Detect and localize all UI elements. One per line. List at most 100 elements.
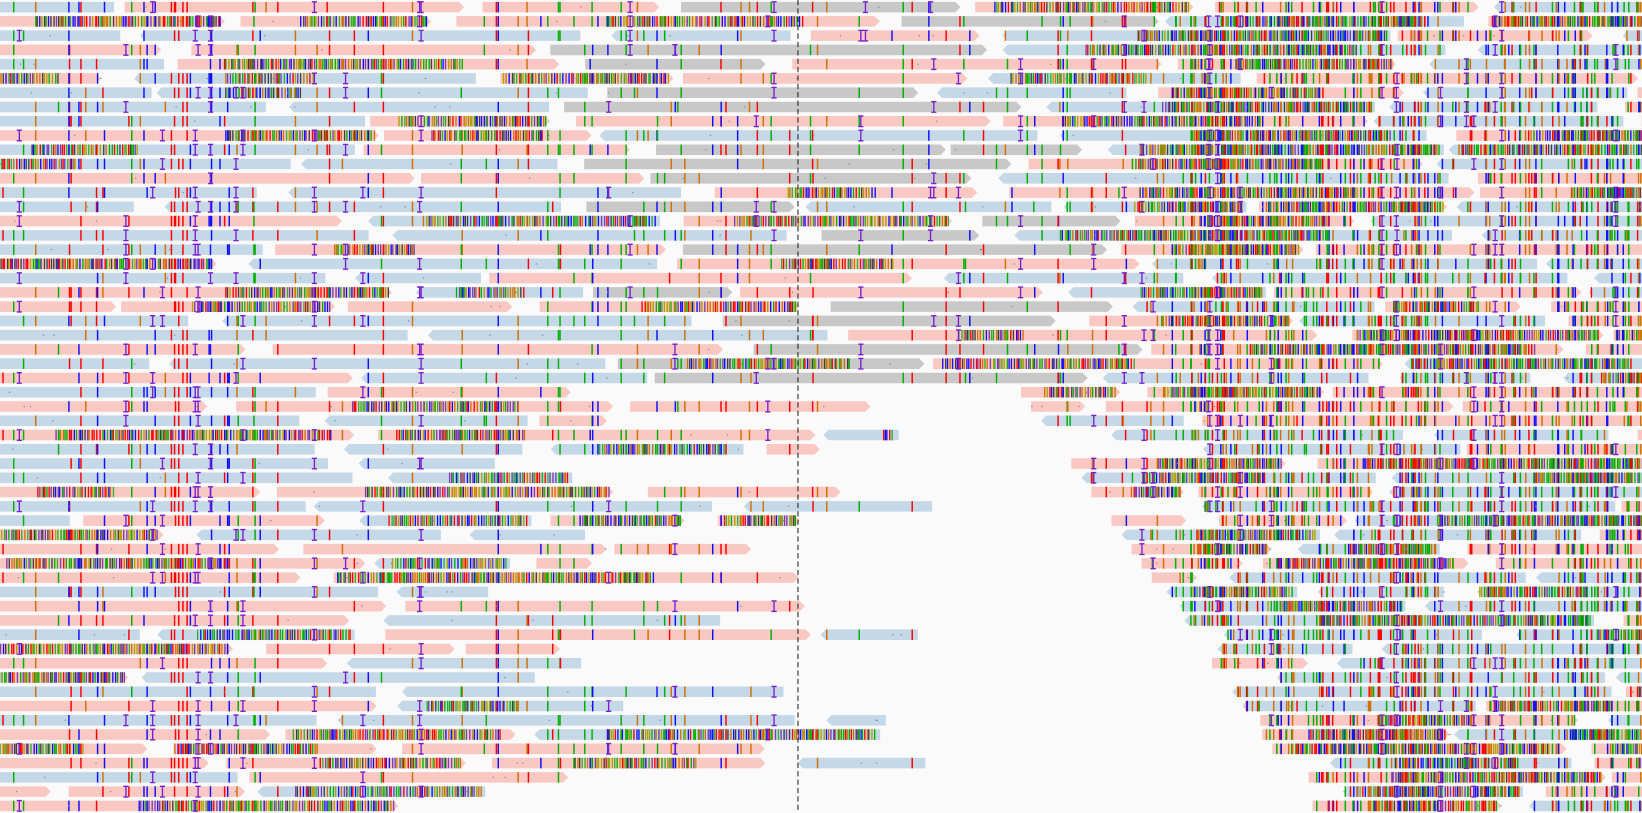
mismatch (1062, 101, 1064, 113)
mismatch-block (1121, 115, 1123, 127)
mismatch (1476, 73, 1479, 84)
base-dot (1156, 6, 1158, 8)
mismatch-block (642, 215, 644, 227)
mismatch (1360, 16, 1362, 27)
mismatch-block (48, 73, 50, 84)
mismatch-block (1236, 187, 1238, 198)
mismatch (178, 215, 180, 227)
mismatch-block (1283, 44, 1285, 56)
mismatch-block (1318, 187, 1321, 198)
mismatch (1591, 73, 1593, 84)
mismatch-block (1087, 44, 1089, 56)
mismatch-block (1525, 144, 1527, 156)
mismatch (526, 1, 528, 13)
mismatch (1420, 44, 1423, 56)
mismatch-block (519, 73, 521, 84)
mismatch-block (1156, 115, 1158, 127)
mismatch-block (63, 144, 66, 156)
mismatch (1591, 115, 1593, 127)
mismatch (1410, 201, 1413, 213)
mismatch (497, 172, 499, 184)
mismatch (182, 1, 184, 13)
mismatch (154, 73, 156, 84)
mismatch (154, 16, 156, 27)
mismatch-block (1346, 30, 1349, 41)
mismatch (902, 201, 904, 213)
mismatch-block (833, 187, 836, 198)
mismatch-block (612, 16, 614, 27)
mismatch (1291, 144, 1294, 156)
mismatch (1401, 130, 1404, 141)
mismatch-block (338, 58, 341, 70)
mismatch (1069, 201, 1071, 213)
mismatch-block (1244, 44, 1247, 56)
mismatch (540, 130, 542, 141)
mismatch-block (1120, 1, 1122, 13)
mismatch-block (1240, 87, 1243, 99)
mismatch (1326, 16, 1328, 27)
mismatch (237, 201, 239, 213)
mismatch-block (136, 144, 138, 156)
mismatch-block (390, 58, 392, 70)
mismatch-block (1238, 187, 1240, 198)
mismatch-block (1312, 187, 1314, 198)
mismatch-block (807, 187, 809, 198)
mismatch-block (1429, 144, 1431, 156)
mismatch-block (1348, 144, 1351, 156)
mismatch-block (1307, 201, 1309, 213)
mismatch-block (1147, 158, 1149, 170)
mismatch-block (509, 130, 512, 141)
mismatch-block (1323, 58, 1325, 70)
mismatch (1437, 87, 1439, 99)
mismatch-block (1321, 187, 1324, 198)
mismatch (1255, 58, 1257, 70)
mismatch-block (1346, 130, 1349, 141)
mismatch-block (1297, 87, 1299, 99)
mismatch (527, 101, 530, 113)
mismatch-block (225, 58, 227, 70)
mismatch-block (1309, 44, 1312, 56)
mismatch-block (11, 73, 13, 84)
mismatch (1208, 172, 1211, 184)
mismatch-block (607, 215, 610, 227)
mismatch-block (444, 115, 447, 127)
mismatch (1630, 44, 1632, 56)
base-dot (625, 63, 627, 65)
mismatch (1485, 44, 1487, 56)
mismatch-block (1211, 101, 1213, 113)
mismatch-block (535, 215, 537, 227)
mismatch-block (1345, 16, 1348, 27)
mismatch (182, 115, 184, 127)
mismatch-block (777, 16, 780, 27)
mismatch (174, 187, 177, 198)
mismatch (1312, 201, 1315, 213)
mismatch-block (116, 144, 119, 156)
read (0, 87, 152, 98)
mismatch-block (1184, 30, 1186, 41)
mismatch (1105, 172, 1107, 184)
mismatch (382, 172, 385, 184)
mismatch (1552, 30, 1554, 41)
mismatch-block (1226, 101, 1228, 113)
mismatch-block (1231, 115, 1233, 127)
mismatch-block (1283, 201, 1285, 213)
mismatch (128, 215, 130, 227)
insertion (1214, 15, 1221, 28)
mismatch (1441, 30, 1444, 41)
mismatch (1277, 16, 1279, 27)
mismatch (1287, 101, 1290, 113)
mismatch (1407, 16, 1409, 27)
mismatch-block (357, 16, 359, 27)
mismatch-block (1060, 73, 1062, 84)
mismatch (633, 87, 636, 99)
mismatch (1363, 101, 1365, 113)
mismatch (1322, 115, 1324, 127)
mismatch (1305, 73, 1308, 84)
mismatch-block (632, 16, 634, 27)
mismatch (173, 87, 176, 99)
mismatch-block (1142, 158, 1145, 170)
mismatch (1285, 172, 1287, 184)
mismatch-block (1117, 44, 1120, 56)
mismatch-block (1142, 187, 1144, 198)
mismatch-block (1074, 115, 1076, 127)
